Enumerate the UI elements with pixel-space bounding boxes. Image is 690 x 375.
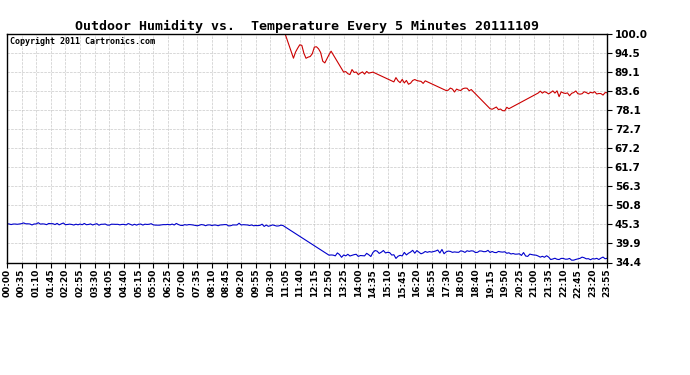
Text: Copyright 2011 Cartronics.com: Copyright 2011 Cartronics.com [10,37,155,46]
Title: Outdoor Humidity vs.  Temperature Every 5 Minutes 20111109: Outdoor Humidity vs. Temperature Every 5… [75,20,539,33]
